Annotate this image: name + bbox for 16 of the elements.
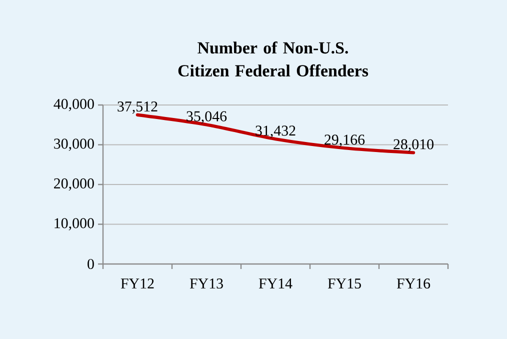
data-label: 29,166	[324, 134, 365, 147]
y-tick-label: 0	[88, 258, 94, 270]
data-label: 37,512	[118, 102, 158, 114]
x-tick-label: FY14	[258, 278, 292, 288]
data-label: 28,010	[394, 139, 434, 152]
x-tick-label: FY15	[328, 278, 361, 289]
y-tick-label: 30,000	[54, 138, 94, 151]
x-tick-label: FY13	[190, 278, 223, 289]
data-label: 35,046	[186, 111, 227, 124]
data-label: 31,432	[256, 126, 296, 138]
y-tick-label: 20,000	[54, 178, 94, 191]
y-tick-label: 10,000	[54, 218, 94, 230]
chart-title: Number of Non-U.S. Citizen Federal Offenders	[178, 42, 368, 77]
y-tick-label: 40,000	[54, 98, 94, 112]
x-tick-label: FY16	[396, 278, 430, 289]
x-tick-label: FY12	[120, 278, 154, 288]
